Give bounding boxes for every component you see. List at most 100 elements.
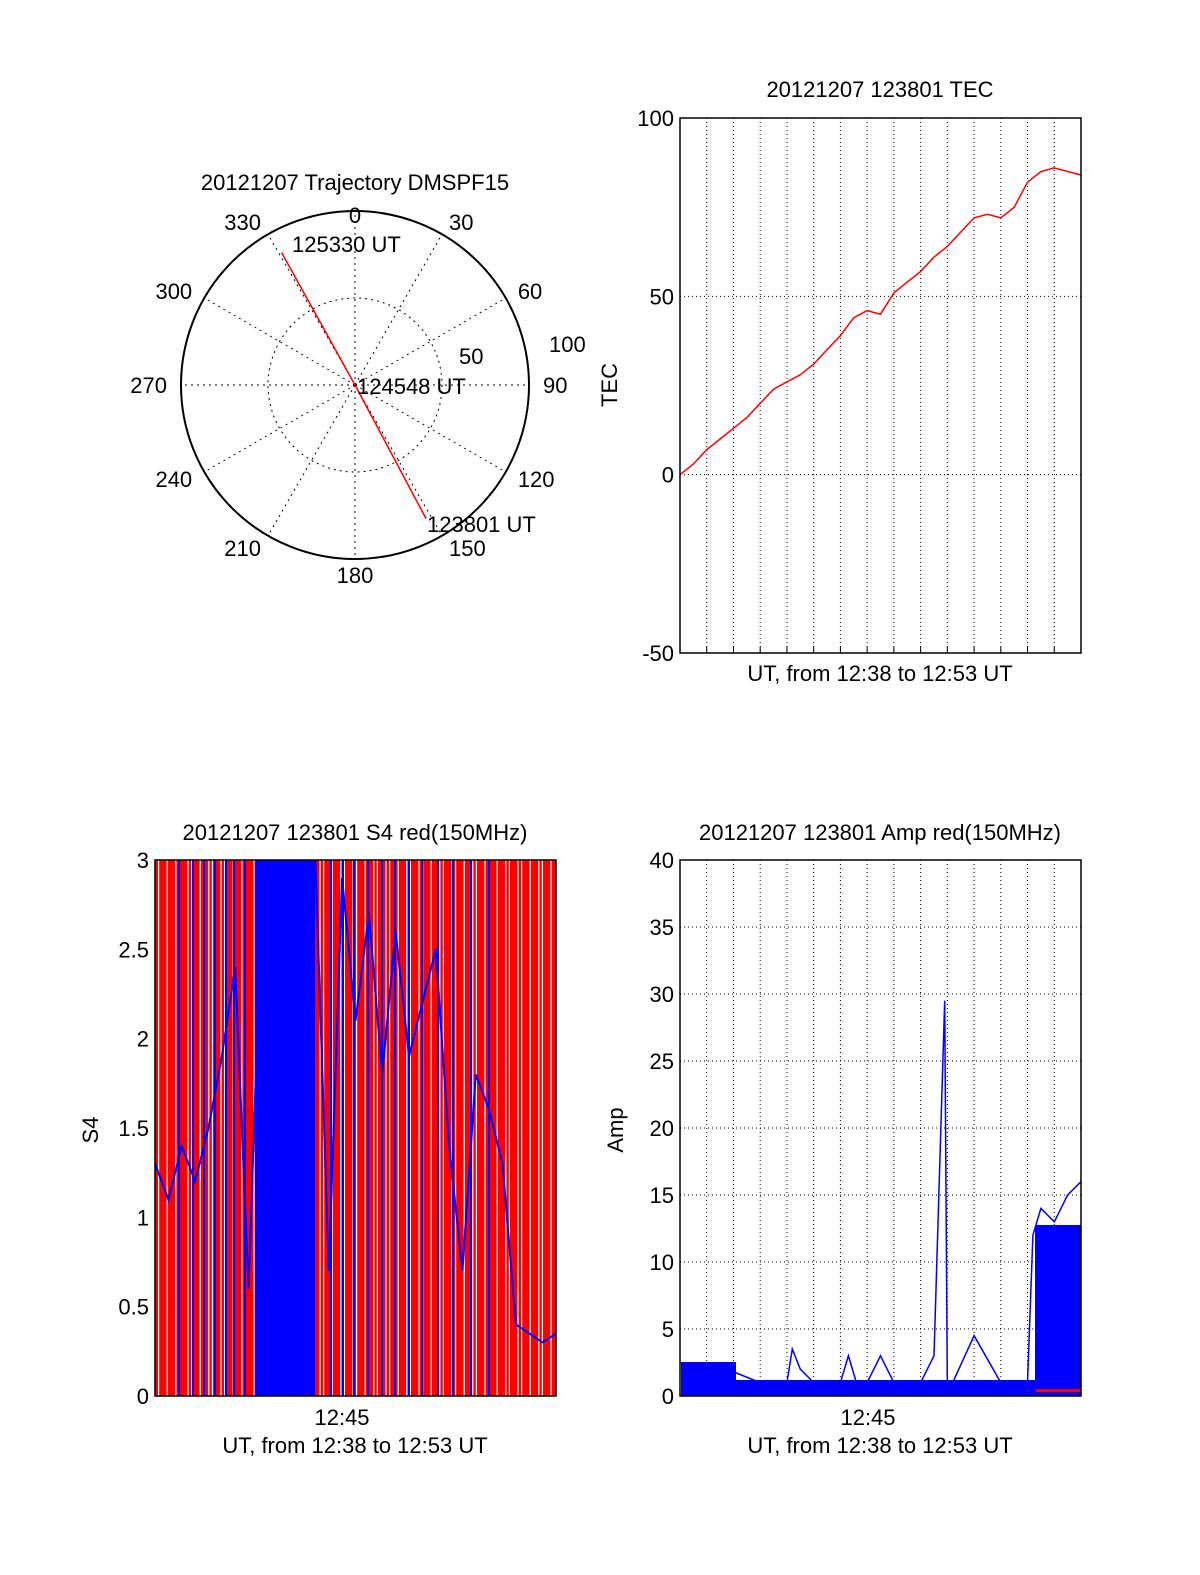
- tec-ytick-label: 50: [650, 284, 674, 309]
- amp-xlabel: UT, from 12:38 to 12:53 UT: [747, 1433, 1012, 1458]
- polar-spoke-210: [267, 384, 356, 536]
- s4-blue-stroke: [408, 860, 410, 1396]
- amp-ytick-label: 5: [662, 1317, 674, 1342]
- s4-red-gap: [505, 860, 507, 1396]
- s4-red-gap: [406, 860, 408, 1396]
- amp-ytick-label: 40: [650, 848, 674, 873]
- amp-y-tick-labels: 40 35 30 25 20 15 10 5 0: [650, 848, 674, 1409]
- tec-y-tick-labels: 100 50 0 -50: [637, 106, 674, 666]
- s4-y-tick-labels: 3 2.5 2 1.5 1 0.5 0: [118, 848, 149, 1409]
- s4-blue-stroke: [381, 860, 383, 1396]
- s4-ytick-label: 0: [137, 1384, 149, 1409]
- s4-red-gap: [389, 860, 391, 1396]
- polar-spoke-60: [354, 297, 506, 386]
- s4-blue-stroke: [330, 860, 332, 1396]
- s4-blue-stroke: [470, 860, 472, 1396]
- s4-blue-stroke: [192, 860, 194, 1396]
- s4-ytick-label: 1.5: [118, 1116, 149, 1141]
- s4-blue-stroke: [367, 860, 369, 1396]
- s4-red-gap: [220, 860, 222, 1396]
- s4-red-gap: [199, 860, 201, 1396]
- s4-red-gap: [397, 860, 399, 1396]
- s4-title: 20121207 123801 S4 red(150MHz): [183, 820, 528, 845]
- s4-ytick-label: 2.5: [118, 937, 149, 962]
- track-label-end: 125330 UT: [292, 232, 401, 257]
- polar-angle-ticks: 0 30 60 90 120 150 180 210 240 270 300 330: [130, 203, 567, 588]
- s4-ytick-label: 0.5: [118, 1295, 149, 1320]
- polar-ring-50: [267, 297, 443, 473]
- s4-red-gap: [508, 860, 510, 1396]
- s4-blue-stroke: [421, 860, 423, 1396]
- polar-spoke-30: [354, 234, 443, 386]
- s4-plot: 20121207 123801 S4 red(150MHz) 3 2.5 2 1.5 1…: [78, 820, 557, 1458]
- s4-red-gap: [191, 860, 193, 1396]
- trajectory-track: [280, 252, 427, 520]
- s4-red-gap: [158, 860, 160, 1396]
- amp-ytick-label: 25: [650, 1049, 674, 1074]
- polar-spoke-120: [354, 384, 506, 473]
- s4-blue-stroke: [394, 860, 396, 1396]
- s4-red-gap: [364, 860, 366, 1396]
- s4-red-gap: [484, 860, 486, 1396]
- s4-red-gap: [475, 860, 477, 1396]
- polar-spoke-330: [267, 234, 356, 386]
- s4-blue-series-line: [154, 859, 557, 1344]
- s4-blue-stroke: [178, 860, 180, 1396]
- tec-ylabel: TEC: [597, 363, 622, 407]
- amp-ytick-label: 10: [650, 1250, 674, 1275]
- polar-angle-tick-90: 90: [543, 373, 567, 398]
- s4-red-gap: [187, 860, 189, 1396]
- amp-noise-floor: [736, 1380, 1036, 1396]
- tec-xlabel: UT, from 12:38 to 12:53 UT: [747, 661, 1012, 686]
- radial-tick-100: 100: [549, 332, 586, 357]
- trajectory-title: 20121207 Trajectory DMSPF15: [201, 170, 509, 195]
- s4-red-gap: [439, 860, 441, 1396]
- s4-red-gap: [541, 860, 543, 1396]
- polar-angle-tick-30: 30: [449, 210, 473, 235]
- polar-spoke-150: [354, 384, 443, 536]
- s4-red-gap: [430, 860, 432, 1396]
- amp-grid: [680, 859, 1081, 1397]
- amp-xtick-1245: 12:45: [840, 1405, 895, 1430]
- polar-spoke-240: [204, 384, 356, 473]
- polar-outer-circle: [180, 210, 530, 560]
- s4-red-gap: [356, 860, 358, 1396]
- tec-grid: [680, 117, 1081, 654]
- polar-angle-tick-0: 0: [349, 203, 361, 228]
- s4-red-gap: [517, 860, 519, 1396]
- tec-ytick-label: -50: [642, 641, 674, 666]
- s4-red-gap: [442, 860, 444, 1396]
- amp-blue-series-line: [679, 1000, 1082, 1384]
- s4-red-gap: [166, 860, 168, 1396]
- amp-ytick-label: 35: [650, 915, 674, 940]
- amp-ytick-label: 0: [662, 1384, 674, 1409]
- s4-blue-stroke: [244, 860, 246, 1396]
- s4-red-gap: [175, 860, 177, 1396]
- tec-ytick-label: 100: [637, 106, 674, 131]
- amp-blue-fill: [681, 1225, 1081, 1396]
- s4-ytick-label: 1: [137, 1205, 149, 1230]
- s4-red-gap: [455, 860, 457, 1396]
- track-label-start: 123801 UT: [427, 512, 536, 537]
- s4-red-gap: [496, 860, 498, 1396]
- polar-angle-tick-180: 180: [337, 563, 374, 588]
- tec-axes-frame: [679, 117, 1082, 654]
- s4-red-gap: [538, 860, 540, 1396]
- s4-red-gap: [319, 860, 321, 1396]
- s4-ylabel: S4: [78, 1117, 103, 1144]
- s4-red-gap: [550, 860, 552, 1396]
- tec-series-line: [679, 167, 1082, 476]
- radial-tick-50: 50: [459, 344, 483, 369]
- polar-grid: [181, 211, 529, 559]
- s4-red-gap: [331, 860, 333, 1396]
- s4-red-gap: [418, 860, 420, 1396]
- s4-red-gap: [343, 860, 345, 1396]
- s4-blue-stroke: [214, 860, 216, 1396]
- s4-blue-stroke: [452, 860, 454, 1396]
- polar-angle-tick-210: 210: [224, 536, 261, 561]
- polar-spoke-300: [204, 297, 356, 386]
- tec-ytick-label: 0: [662, 463, 674, 488]
- s4-red-gap: [463, 860, 465, 1396]
- tec-plot: 20121207 123801 TEC 100 50 0 -50 TEC UT, fr…: [597, 77, 1082, 686]
